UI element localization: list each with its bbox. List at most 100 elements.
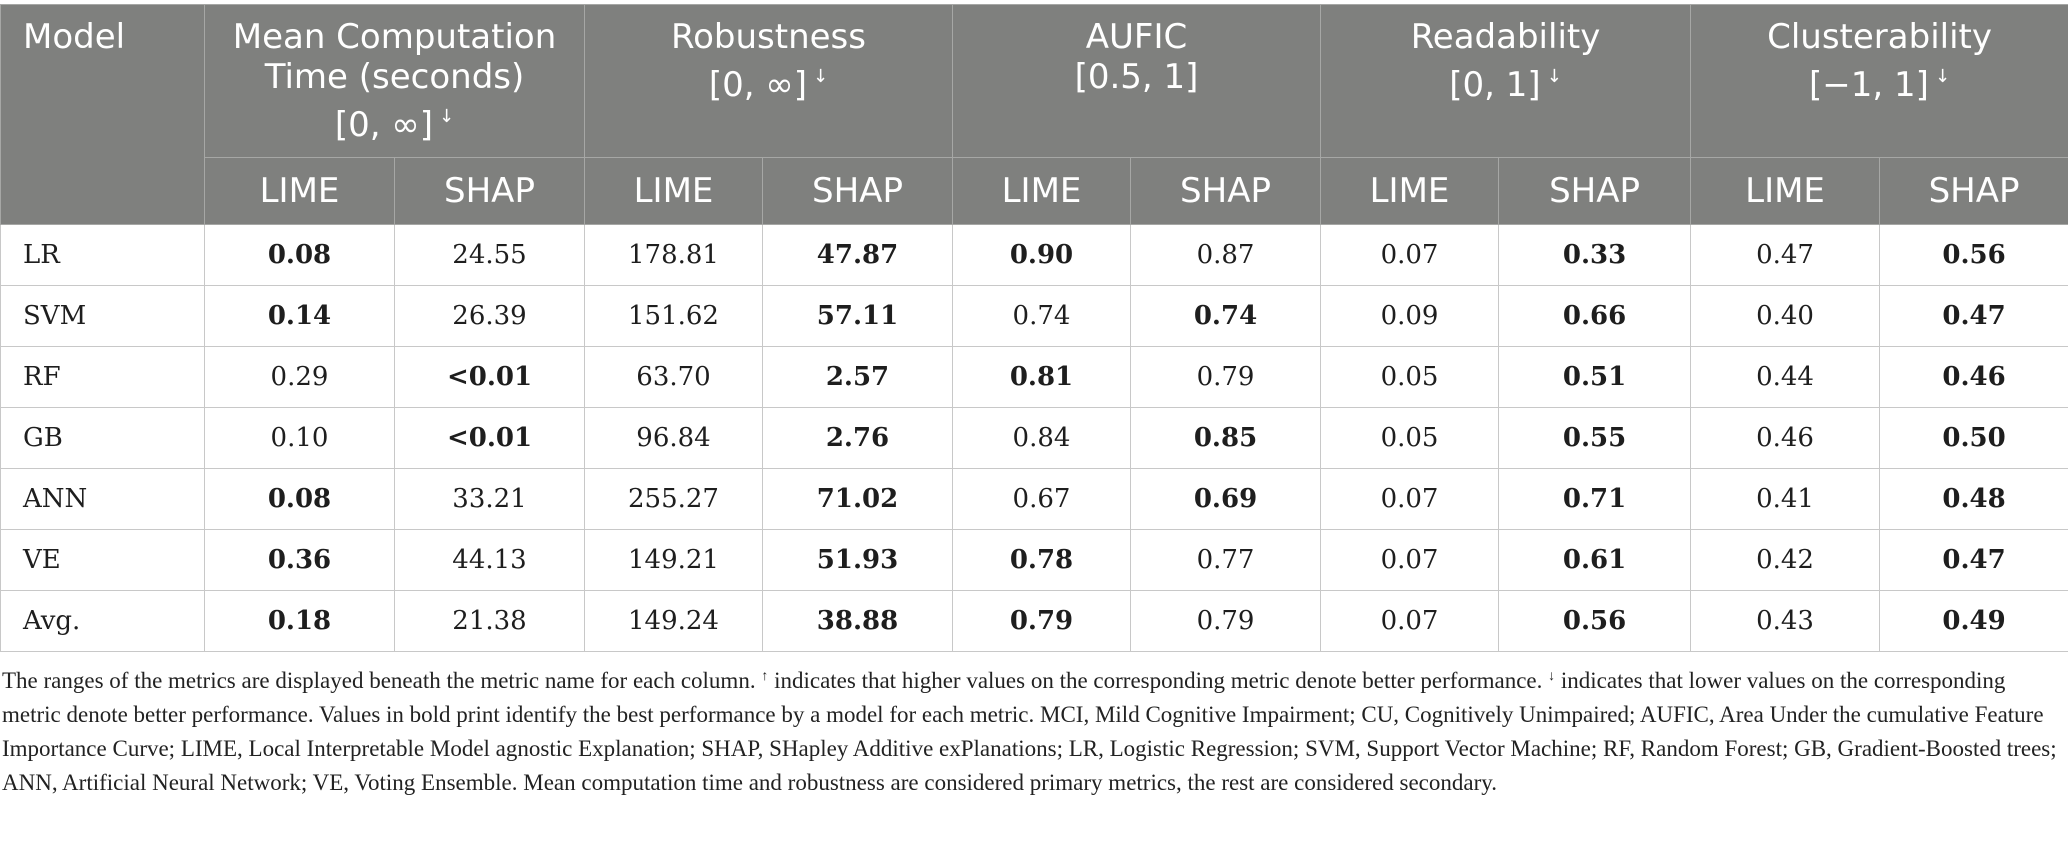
table-body: LR 0.08 24.55 178.81 47.87 0.90 0.87 0.07 0.33 0.… [0,224,2068,652]
metric-range-line: [0, ∞] ↓ [211,97,578,145]
value-cell: 96.84 [584,407,763,469]
model-column-header: Model [0,4,205,225]
best-value-cell: <0.01 [394,346,585,408]
table-header: Model Mean Computation Time (seconds) [0, ∞… [0,4,2068,225]
value-cell: 0.67 [952,468,1131,530]
metric-range: [0.5, 1] [1074,57,1199,97]
best-value-cell: 0.49 [1879,590,2068,652]
value-cell: 63.70 [584,346,763,408]
value-cell: 255.27 [584,468,763,530]
shap-subheader: SHAP [762,157,953,225]
best-value-cell: 51.93 [762,529,953,591]
best-value-cell: 0.79 [952,590,1131,652]
best-value-cell: 71.02 [762,468,953,530]
value-cell: 0.44 [1690,346,1881,408]
shap-subheader: SHAP [394,157,585,225]
metric-name: AUFIC [1085,17,1188,57]
model-name-cell: LR [0,224,205,286]
best-value-cell: 0.55 [1498,407,1692,469]
value-cell: 0.05 [1320,407,1500,469]
value-cell: 149.24 [584,590,763,652]
best-value-cell: 38.88 [762,590,953,652]
table-row: ANN 0.08 33.21 255.27 71.02 0.67 0.69 0.07 0.71 0… [0,468,2068,530]
best-value-cell: 0.71 [1498,468,1692,530]
value-cell: 0.07 [1320,529,1500,591]
best-value-cell: 0.14 [204,285,395,347]
metric-range: [0, ∞] [334,105,433,145]
table-row: GB 0.10 <0.01 96.84 2.76 0.84 0.85 0.05 0.55 0.46… [0,407,2068,469]
best-value-cell: 0.85 [1129,407,1322,469]
value-cell: 33.21 [394,468,585,530]
metric-header: Robustness [0, ∞] ↓ [584,4,953,158]
best-value-cell: 0.90 [952,224,1131,286]
metric-range-line: [0, ∞] ↓ [591,57,946,105]
best-value-cell: 0.08 [204,224,395,286]
best-value-cell: 0.47 [1879,285,2068,347]
value-cell: 0.10 [204,407,395,469]
best-value-cell: 0.61 [1498,529,1692,591]
results-table: Model Mean Computation Time (seconds) [0, ∞… [0,4,2068,652]
model-name-cell: GB [0,407,205,469]
metric-header: Readability [0, 1] ↓ [1320,4,1692,158]
metric-range: [0, 1] [1449,65,1541,105]
down-arrow-icon: ↓ [439,106,455,127]
value-cell: 0.77 [1129,529,1322,591]
value-cell: 0.07 [1320,590,1500,652]
best-value-cell: 0.46 [1879,346,2068,408]
metric-name: Time (seconds) [264,57,525,97]
lime-subheader: LIME [952,157,1131,225]
best-value-cell: 0.51 [1498,346,1692,408]
value-cell: 0.05 [1320,346,1500,408]
value-cell: 44.13 [394,529,585,591]
best-value-cell: 2.57 [762,346,953,408]
value-cell: 0.07 [1320,224,1500,286]
value-cell: 0.41 [1690,468,1881,530]
best-value-cell: 0.18 [204,590,395,652]
table-row: RF 0.29 <0.01 63.70 2.57 0.81 0.79 0.05 0.51 0.44… [0,346,2068,408]
footnote-part-2: indicates that higher values on the corr… [774,668,1543,693]
value-cell: 151.62 [584,285,763,347]
best-value-cell: 47.87 [762,224,953,286]
metric-name: Readability [1410,17,1601,57]
value-cell: 0.46 [1690,407,1881,469]
table-row: LR 0.08 24.55 178.81 47.87 0.90 0.87 0.07 0.33 0.… [0,224,2068,286]
down-arrow-icon: ↓ [1934,66,1951,87]
value-cell: 178.81 [584,224,763,286]
metric-range-line: [−1, 1] ↓ [1697,57,2062,105]
value-cell: 149.21 [584,529,763,591]
value-cell: 24.55 [394,224,585,286]
value-cell: 0.79 [1129,346,1322,408]
metric-header: AUFIC [0.5, 1] [951,4,1322,158]
down-arrow-icon: ↓ [813,66,829,87]
down-arrow-icon: ↓ [1546,66,1562,87]
best-value-cell: 0.50 [1879,407,2068,469]
best-value-cell: 57.11 [762,285,953,347]
best-value-cell: 0.56 [1498,590,1692,652]
value-cell: 0.07 [1320,468,1500,530]
lime-subheader: LIME [1690,157,1881,225]
shap-subheader: SHAP [1129,157,1322,225]
table-row: VE 0.36 44.13 149.21 51.93 0.78 0.77 0.07 0.61 0.… [0,529,2068,591]
metric-header: Mean Computation Time (seconds) [0, ∞] ↓ [204,4,585,158]
metric-range: [−1, 1] [1809,65,1929,105]
metric-name: Robustness [671,17,866,57]
value-cell: 0.09 [1320,285,1500,347]
model-name-cell: SVM [0,285,205,347]
table-footnote: The ranges of the metrics are displayed … [0,660,2062,800]
metric-range-line: [0.5, 1] [959,57,1314,97]
model-name-cell: RF [0,346,205,408]
lime-subheader: LIME [204,157,395,225]
value-cell: 0.42 [1690,529,1881,591]
footnote-part-3: indicates that lower values on the corre… [2,668,2057,795]
best-value-cell: 0.48 [1879,468,2068,530]
value-cell: 26.39 [394,285,585,347]
best-value-cell: 0.36 [204,529,395,591]
best-value-cell: 0.78 [952,529,1131,591]
table-row: Avg. 0.18 21.38 149.24 38.88 0.79 0.79 0.07 0.56… [0,590,2068,652]
model-name-cell: ANN [0,468,205,530]
up-arrow-icon: ↑ [761,669,769,684]
footnote-part-1: The ranges of the metrics are displayed … [2,668,756,693]
table-row: SVM 0.14 26.39 151.62 57.11 0.74 0.74 0.09 0.66 0… [0,285,2068,347]
value-cell: 0.87 [1129,224,1322,286]
model-name-cell: Avg. [0,590,205,652]
